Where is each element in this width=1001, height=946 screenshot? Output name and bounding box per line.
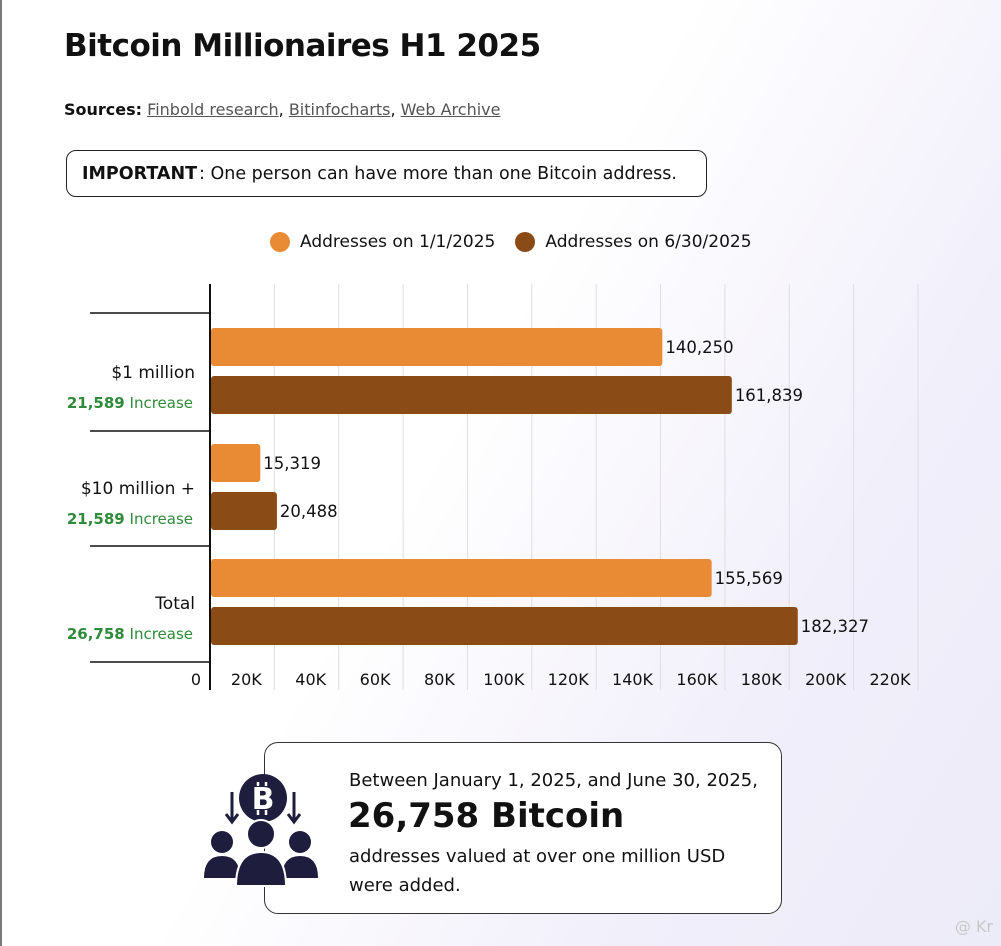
important-note: IMPORTANT : One person can have more tha… <box>66 150 707 197</box>
x-tick-label: 140K <box>612 670 654 689</box>
legend-dot-jun <box>515 232 536 252</box>
legend-label-jun: Addresses on 6/30/2025 <box>545 232 752 252</box>
increase-label: 21,589 Increase <box>67 510 193 528</box>
bitcoin-community-icon: B <box>200 770 324 892</box>
increase-label: 21,589 Increase <box>67 394 193 412</box>
x-tick-label: 60K <box>360 670 391 689</box>
svg-text:B: B <box>252 782 275 817</box>
left-border <box>0 0 2 946</box>
source-link-web-archive[interactable]: Web Archive <box>400 100 501 119</box>
bar-chart: 0 20K 40K 60K 80K 100K 120K 140K 160K 180K 200K 220… <box>67 284 919 690</box>
x-tick-label: 20K <box>231 670 262 689</box>
legend-dot-jan <box>270 232 290 252</box>
increase-label: 26,758 Increase <box>67 625 193 643</box>
category-label: $1 million <box>111 363 195 383</box>
legend-label-jan: Addresses on 1/1/2025 <box>300 232 496 252</box>
x-tick-label: 80K <box>424 670 455 689</box>
x-tick-label: 120K <box>548 670 590 689</box>
bar-value-label: 161,839 <box>735 386 803 405</box>
summary-intro: Between January 1, 2025, and June 30, 20… <box>349 770 758 791</box>
x-tick-label: 200K <box>805 670 847 689</box>
x-tick-label: 0 <box>191 670 201 689</box>
legend-item-jan: Addresses on 1/1/2025 <box>270 232 495 252</box>
important-label: IMPORTANT <box>82 163 198 184</box>
bar-value-label: 182,327 <box>801 617 869 636</box>
source-link-bitinfocharts[interactable]: Bitinfocharts <box>288 100 391 119</box>
bar-jan <box>211 444 261 482</box>
summary-highlight: 26,758 Bitcoin <box>348 796 625 836</box>
x-tick-label: 220K <box>869 670 911 689</box>
summary-card <box>264 742 782 914</box>
bar-jan <box>211 328 663 366</box>
source-link-finbold[interactable]: Finbold research <box>147 100 279 119</box>
bar-jan <box>211 559 712 597</box>
summary-detail: addresses valued at over one million USD… <box>349 846 726 896</box>
legend-item-jun: Addresses on 6/30/2025 <box>515 232 752 252</box>
watermark: @ Kr <box>954 917 993 936</box>
sources-line: Sources: Finbold research, Bitinfocharts… <box>64 100 501 119</box>
bar-value-label: 155,569 <box>715 569 783 588</box>
bar-value-label: 15,319 <box>263 454 321 473</box>
chart-legend: Addresses on 1/1/2025 Addresses on 6/30/… <box>270 232 772 252</box>
bar-value-label: 140,250 <box>665 338 733 357</box>
x-tick-label: 40K <box>295 670 326 689</box>
x-tick-label: 180K <box>741 670 783 689</box>
bar-jun <box>211 607 798 645</box>
page-title: Bitcoin Millionaires H1 2025 <box>64 28 541 64</box>
sources-label: Sources: <box>64 100 143 119</box>
category-label: $10 million + <box>81 479 195 499</box>
bar-jun <box>211 492 277 530</box>
category-label: Total <box>154 594 195 614</box>
important-text: : One person can have more than one Bitc… <box>199 163 677 184</box>
bar-jun <box>211 376 732 414</box>
bar-value-label: 20,488 <box>280 502 338 521</box>
x-tick-label: 160K <box>676 670 718 689</box>
x-tick-label: 100K <box>483 670 525 689</box>
